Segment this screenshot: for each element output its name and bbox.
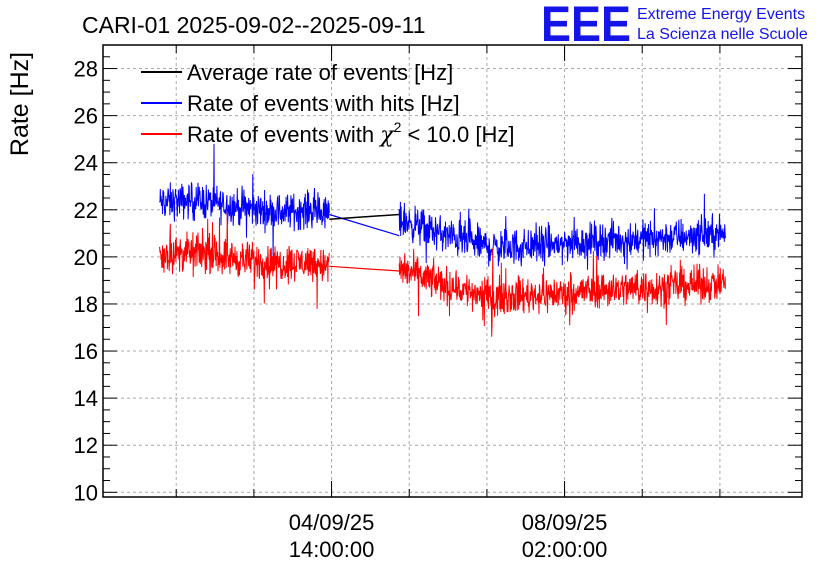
y-tick-label: 18 xyxy=(74,292,98,317)
y-tick-label: 28 xyxy=(74,57,98,82)
y-tick-label: 24 xyxy=(74,151,98,176)
series-chi2-line xyxy=(398,248,726,337)
plot-frame xyxy=(102,44,803,498)
legend-label-average: Average rate of events [Hz] xyxy=(187,60,453,85)
x-tick-label-date: 04/09/25 xyxy=(289,510,375,535)
legend-chi2-prefix: Rate of events with xyxy=(187,122,380,147)
y-tick-label: 10 xyxy=(74,480,98,505)
y-tick-label: 20 xyxy=(74,245,98,270)
x-tick-label-time: 14:00:00 xyxy=(289,537,375,562)
legend-chi2-suffix: < 10.0 [Hz] xyxy=(401,122,514,147)
series-hits-line xyxy=(159,143,330,258)
y-axis-label: Rate [Hz] xyxy=(6,52,34,156)
y-tick-label: 26 xyxy=(74,104,98,129)
legend-label-chi2: Rate of events with χ2 < 10.0 [Hz] xyxy=(187,119,514,148)
logo-line-1: Extreme Energy Events xyxy=(637,6,805,23)
y-tick-label: 12 xyxy=(74,433,98,458)
series-chi2-connector xyxy=(329,265,400,272)
series-layer xyxy=(159,143,726,337)
series-hits-connector xyxy=(329,213,400,237)
legend-chi2-superscript: 2 xyxy=(394,119,402,135)
y-tick-label: 14 xyxy=(74,386,98,411)
series-average-line xyxy=(329,213,400,220)
x-tick-label-time: 02:00:00 xyxy=(522,537,608,562)
axes xyxy=(102,44,803,498)
legend-chi2-symbol: χ xyxy=(378,123,395,148)
chart-title: CARI-01 2025-09-02--2025-09-11 xyxy=(82,12,426,38)
x-tick-label-date: 08/09/25 xyxy=(522,510,608,535)
series-hits-line xyxy=(398,193,726,270)
legend-label-hits: Rate of events with hits [Hz] xyxy=(187,91,460,116)
y-tick-label: 16 xyxy=(74,339,98,364)
series-chi2-line xyxy=(159,210,330,309)
logo-mark: EEE xyxy=(541,0,631,52)
eee-logo: EEE Extreme Energy Events La Scienza nel… xyxy=(541,0,808,52)
y-tick-label: 22 xyxy=(74,198,98,223)
logo-line-2: La Scienza nelle Scuole xyxy=(637,26,808,43)
legend: Average rate of events [Hz] Rate of even… xyxy=(141,60,514,148)
